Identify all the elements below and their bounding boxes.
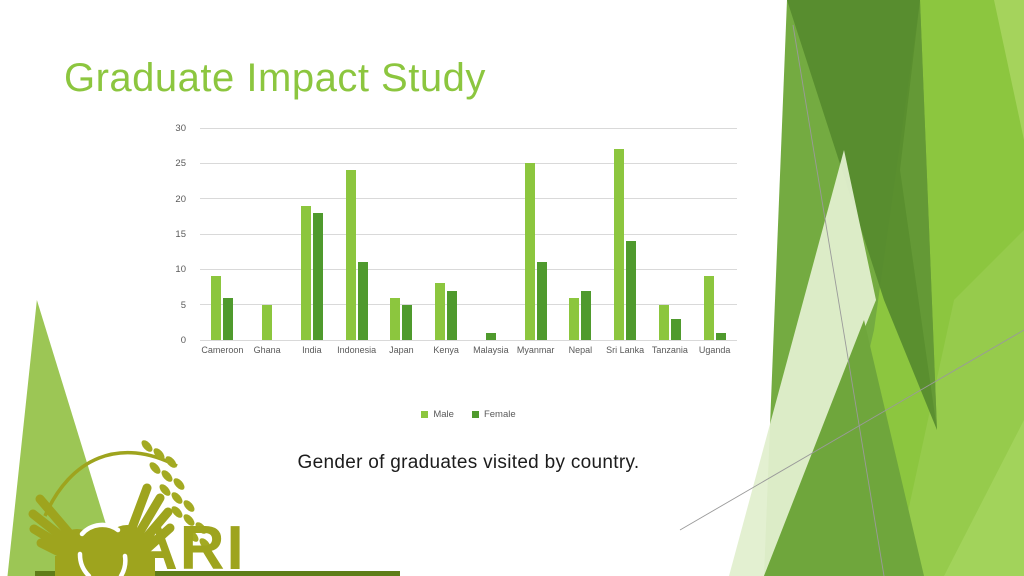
y-tick-label: 5 (180, 299, 186, 311)
chart-bars (200, 128, 737, 340)
bar-female (715, 332, 726, 340)
legend-swatch (421, 411, 429, 418)
gridline (200, 339, 737, 341)
x-category-label: Ghana (253, 345, 281, 355)
bar-male (703, 276, 714, 340)
bar-group (603, 128, 648, 340)
deco-pale-triangle (729, 150, 876, 576)
x-category-label: Tanzania (651, 345, 688, 355)
wheat-stalk-icon (43, 440, 211, 550)
bar-male (435, 283, 446, 340)
bar-group (334, 128, 379, 340)
y-tick-label: 10 (175, 264, 186, 276)
deco-dark-wedge (787, 0, 937, 430)
gridline (200, 233, 737, 235)
bar-female (626, 241, 637, 340)
legend-swatch (471, 411, 479, 418)
bar-male (569, 297, 580, 340)
y-tick-label: 20 (175, 193, 186, 205)
x-category-label: Kenya (433, 345, 459, 355)
bar-male (300, 205, 311, 340)
bar-group (245, 128, 290, 340)
chart-caption: Gender of graduates visited by country. (297, 452, 640, 473)
ari-logo: ARI (28, 440, 246, 576)
bar-female (357, 262, 368, 340)
gridline (200, 127, 737, 129)
bar-group (469, 128, 514, 340)
legend-label: Male (433, 409, 454, 420)
legend-item-male: Male (421, 409, 454, 420)
gridline (200, 198, 737, 200)
bar-group (290, 128, 335, 340)
x-category-label: Cameroon (201, 345, 244, 355)
bar-female (536, 262, 547, 340)
x-category-label: Myanmar (516, 345, 555, 355)
legend-label: Female (483, 409, 516, 420)
x-category-label: Sri Lanka (606, 345, 645, 355)
bar-female (402, 304, 413, 340)
gridline (200, 268, 737, 270)
bar-female (670, 318, 681, 340)
deco-light-band (994, 0, 1024, 140)
x-category-label: Uganda (698, 345, 731, 355)
x-category-label: India (302, 345, 322, 355)
bar-group (424, 128, 469, 340)
gridline (200, 304, 737, 306)
y-tick-label: 25 (175, 158, 186, 170)
bar-female (581, 290, 592, 340)
bar-female (447, 290, 458, 340)
chart-y-axis-labels: 0 5 10 15 20 25 30 (158, 123, 192, 346)
bar-male (262, 304, 273, 340)
logo-bottom-strip (35, 571, 400, 576)
chart-category-labels: Cameroon Ghana India Indonesia Japan Kenya Mal… (200, 345, 737, 355)
deco-diagonal-line-2 (679, 329, 1024, 531)
bar-chart-plot-area (200, 127, 737, 341)
bar-male (390, 297, 401, 340)
bar-female (312, 212, 323, 340)
x-category-label: Malaysia (473, 345, 509, 355)
gridline (200, 162, 737, 164)
bar-female (485, 332, 496, 340)
right-accent-graphics (679, 0, 1024, 576)
bar-female (223, 297, 234, 340)
x-category-label: Japan (389, 345, 414, 355)
logo-text: ARI (133, 514, 246, 576)
deco-corner-light (944, 420, 1024, 576)
bar-male (658, 304, 669, 340)
x-category-label: Nepal (568, 345, 593, 355)
bar-group (558, 128, 603, 340)
bar-group (379, 128, 424, 340)
y-tick-label: 15 (175, 229, 186, 240)
deco-dark-inner (900, 0, 937, 430)
y-tick-label: 30 (175, 123, 186, 134)
bar-group (200, 128, 245, 340)
bar-group (692, 128, 737, 340)
x-category-label: Indonesia (337, 345, 377, 355)
hands-icon (28, 483, 175, 576)
slide-title: Graduate Impact Study (64, 56, 486, 100)
bar-male (614, 149, 625, 340)
bar-group (513, 128, 558, 340)
deco-diagonal-line-1 (792, 24, 885, 576)
bar-male (524, 163, 535, 340)
bar-group (648, 128, 693, 340)
bar-male (345, 170, 356, 340)
y-tick-label: 0 (180, 335, 186, 346)
deco-mid-lower (764, 320, 924, 576)
bar-male (211, 276, 222, 340)
legend-item-female: Female (471, 409, 516, 420)
chart-legend: Male Female (200, 409, 737, 420)
